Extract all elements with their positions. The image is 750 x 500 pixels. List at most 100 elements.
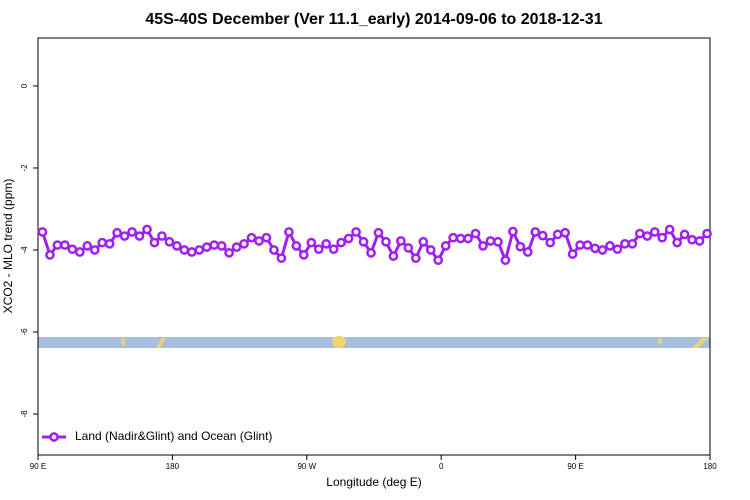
point bbox=[179, 245, 190, 255]
point bbox=[74, 247, 85, 257]
x-tick-label: 0 bbox=[439, 462, 444, 471]
point bbox=[89, 245, 100, 255]
point bbox=[649, 227, 660, 237]
point bbox=[634, 228, 645, 239]
point bbox=[164, 236, 175, 247]
y-tick-label: -6 bbox=[20, 328, 29, 336]
point bbox=[388, 251, 399, 261]
point bbox=[97, 237, 108, 248]
point bbox=[186, 247, 197, 257]
point bbox=[425, 245, 436, 255]
point bbox=[373, 227, 384, 238]
x-tick-label: 90 E bbox=[30, 462, 46, 471]
point bbox=[157, 231, 167, 241]
x-axis-label: Longitude (deg E) bbox=[326, 475, 421, 489]
point bbox=[508, 226, 518, 237]
point bbox=[306, 237, 317, 248]
point bbox=[515, 241, 526, 252]
point bbox=[209, 240, 220, 250]
point bbox=[366, 248, 376, 258]
point bbox=[672, 237, 682, 248]
point bbox=[485, 236, 496, 246]
point bbox=[493, 236, 503, 247]
point bbox=[149, 237, 160, 248]
x-tick-label: 180 bbox=[166, 462, 180, 471]
land-patch bbox=[658, 338, 662, 344]
point bbox=[82, 241, 93, 251]
point bbox=[433, 255, 444, 266]
x-tick-label: 180 bbox=[703, 462, 717, 471]
point bbox=[440, 241, 451, 251]
point bbox=[37, 227, 48, 237]
point bbox=[612, 244, 623, 255]
point bbox=[567, 249, 578, 259]
point bbox=[291, 241, 302, 251]
point bbox=[172, 241, 182, 251]
point bbox=[702, 228, 712, 239]
point bbox=[627, 238, 638, 249]
land-patch bbox=[692, 338, 708, 348]
y-tick-label: 0 bbox=[20, 83, 29, 88]
point bbox=[500, 255, 511, 266]
land-patch bbox=[156, 338, 166, 348]
plot-frame bbox=[37, 37, 711, 456]
point bbox=[694, 236, 705, 246]
point bbox=[60, 240, 70, 250]
x-tick-label: 90 E bbox=[567, 462, 583, 471]
point bbox=[605, 241, 615, 251]
point bbox=[52, 240, 63, 250]
point bbox=[201, 242, 212, 252]
point bbox=[455, 233, 466, 244]
point bbox=[679, 229, 690, 240]
point bbox=[336, 237, 346, 248]
point bbox=[269, 245, 279, 255]
point bbox=[343, 233, 354, 244]
point bbox=[560, 227, 570, 238]
point bbox=[530, 227, 541, 237]
point bbox=[478, 241, 488, 251]
point bbox=[582, 240, 593, 250]
point bbox=[224, 248, 234, 258]
point bbox=[575, 240, 585, 250]
point bbox=[119, 231, 130, 241]
point bbox=[545, 237, 556, 248]
land-strip bbox=[38, 336, 710, 348]
point bbox=[657, 232, 668, 243]
point bbox=[142, 224, 152, 235]
point bbox=[246, 232, 257, 243]
point bbox=[552, 229, 563, 240]
point bbox=[321, 238, 332, 249]
ocean-band bbox=[38, 337, 710, 348]
point bbox=[620, 238, 630, 249]
point bbox=[381, 236, 391, 247]
point bbox=[231, 242, 242, 252]
point bbox=[112, 227, 122, 238]
y-axis-label: XCO2 - MLO trend (ppm) bbox=[1, 179, 15, 314]
point bbox=[463, 233, 473, 244]
point bbox=[104, 238, 115, 249]
land-patch bbox=[332, 336, 346, 348]
y-tick-label: -2 bbox=[20, 164, 29, 172]
point bbox=[194, 245, 205, 255]
point bbox=[396, 236, 406, 246]
chart-title: 45S-40S December (Ver 11.1_early) 2014-0… bbox=[145, 11, 602, 28]
point bbox=[239, 238, 249, 249]
x-tick-label: 90 W bbox=[297, 462, 316, 471]
point bbox=[134, 231, 145, 241]
point bbox=[642, 231, 653, 241]
y-tick-label: -8 bbox=[20, 410, 29, 418]
point bbox=[284, 227, 294, 237]
point bbox=[67, 244, 78, 255]
point bbox=[254, 236, 264, 246]
point bbox=[470, 228, 481, 239]
point bbox=[313, 244, 324, 255]
land-patch bbox=[121, 338, 125, 346]
point bbox=[664, 224, 675, 235]
point bbox=[298, 250, 309, 260]
point bbox=[537, 230, 548, 241]
point bbox=[410, 253, 421, 264]
point bbox=[522, 247, 533, 257]
point bbox=[261, 232, 272, 243]
